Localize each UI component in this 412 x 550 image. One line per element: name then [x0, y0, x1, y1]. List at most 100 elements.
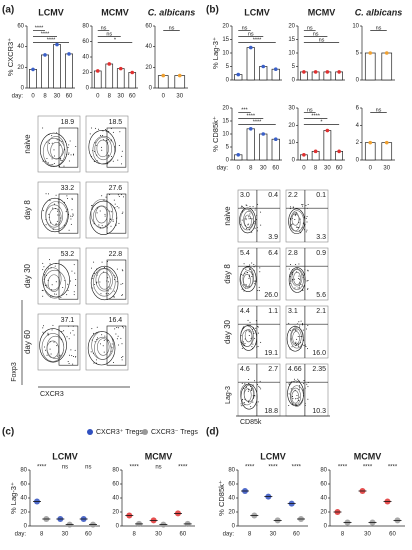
- event-dot: [107, 142, 109, 144]
- significance: ****: [178, 465, 188, 471]
- event-dot: [62, 287, 64, 289]
- event-dot: [255, 327, 257, 329]
- event-dot: [45, 193, 47, 195]
- event-dot: [298, 344, 300, 346]
- y-tick-label: 0: [292, 158, 296, 164]
- x-tick-label: 30: [176, 94, 183, 100]
- quadrant-value: 4.4: [240, 308, 250, 315]
- event-dot: [251, 231, 253, 233]
- event-dot: [55, 132, 57, 134]
- significance: ns: [307, 25, 313, 31]
- event-dot: [73, 356, 75, 358]
- event-dot: [302, 222, 304, 224]
- bar: [29, 69, 37, 89]
- event-dot: [303, 339, 305, 341]
- x-tick-label: 60: [66, 94, 73, 100]
- event-dot: [122, 356, 124, 358]
- event-dot: [243, 387, 245, 389]
- significance: *: [114, 37, 117, 43]
- bar: [381, 142, 393, 161]
- event-dot: [292, 403, 294, 405]
- event-dot: [244, 404, 246, 406]
- event-dot: [92, 204, 94, 206]
- event-dot: [122, 326, 124, 328]
- event-dot: [93, 362, 95, 364]
- event-dot: [298, 389, 300, 391]
- y-tick-label: 0: [86, 86, 90, 92]
- event-dot: [102, 130, 104, 132]
- event-dot: [289, 274, 291, 276]
- event-dot: [123, 196, 125, 198]
- event-dot: [42, 325, 44, 327]
- event-dot: [240, 273, 242, 275]
- event-dot: [118, 207, 120, 209]
- y-tick-label: 0: [356, 78, 360, 84]
- gate-value: 22.8: [109, 251, 123, 258]
- significance: ns: [376, 107, 382, 113]
- quadrant-value: 3.1: [288, 308, 298, 315]
- event-dot: [252, 329, 254, 331]
- event-dot: [110, 156, 112, 158]
- event-dot: [249, 213, 251, 215]
- event-dot: [121, 343, 123, 345]
- significance: ****: [41, 31, 50, 37]
- bar-point: [67, 52, 71, 56]
- event-dot: [257, 325, 259, 327]
- event-dot: [298, 275, 300, 277]
- chart-title: LCMV: [52, 451, 78, 461]
- event-dot: [244, 344, 246, 346]
- event-dot: [68, 153, 70, 155]
- event-dot: [74, 349, 76, 351]
- event-dot: [108, 286, 110, 288]
- y-tick-label: 20: [222, 24, 229, 30]
- significance: ****: [388, 465, 398, 471]
- density-contour: [47, 274, 61, 292]
- event-dot: [98, 128, 100, 130]
- event-dot: [291, 279, 293, 281]
- bar-point: [273, 67, 278, 71]
- event-dot: [96, 212, 98, 214]
- event-dot: [71, 197, 73, 199]
- y-tick-label: 80: [320, 468, 327, 474]
- event-dot: [252, 397, 254, 399]
- event-dot: [252, 401, 254, 403]
- event-dot: [250, 406, 252, 408]
- event-dot: [306, 221, 308, 223]
- event-dot: [103, 199, 105, 201]
- event-dot: [247, 400, 249, 402]
- event-dot: [91, 339, 93, 341]
- quadrant-value: 0.4: [268, 192, 278, 199]
- density-contour: [89, 200, 118, 235]
- event-dot: [305, 217, 307, 219]
- event-dot: [105, 225, 107, 227]
- density-contour: [47, 136, 65, 160]
- bar-point: [55, 42, 59, 47]
- y-tick-label: 0: [149, 86, 153, 92]
- event-dot: [96, 339, 98, 341]
- event-dot: [121, 155, 123, 157]
- quadrant-value: 10.3: [312, 408, 326, 415]
- event-dot: [248, 383, 250, 385]
- event-dot: [64, 149, 66, 151]
- y-axis-label: Foxp3: [11, 362, 18, 382]
- x-tick-label: 0: [31, 94, 35, 100]
- event-dot: [294, 212, 296, 214]
- bar: [116, 68, 125, 89]
- x-tick-label: 60: [336, 166, 343, 172]
- significance: ns: [242, 25, 248, 31]
- event-dot: [65, 141, 67, 143]
- event-dot: [55, 263, 57, 265]
- event-dot: [257, 401, 259, 403]
- event-dot: [42, 327, 44, 329]
- row-label: naive: [223, 206, 232, 226]
- density-contour: [40, 132, 68, 167]
- event-dot: [53, 155, 55, 157]
- event-dot: [104, 335, 106, 337]
- event-dot: [114, 276, 116, 278]
- chart-title: MCMV: [354, 451, 382, 461]
- event-dot: [56, 139, 58, 141]
- chart-title: C. albicans: [355, 7, 403, 17]
- event-dot: [289, 276, 291, 278]
- event-dot: [289, 348, 291, 350]
- event-dot: [112, 219, 114, 221]
